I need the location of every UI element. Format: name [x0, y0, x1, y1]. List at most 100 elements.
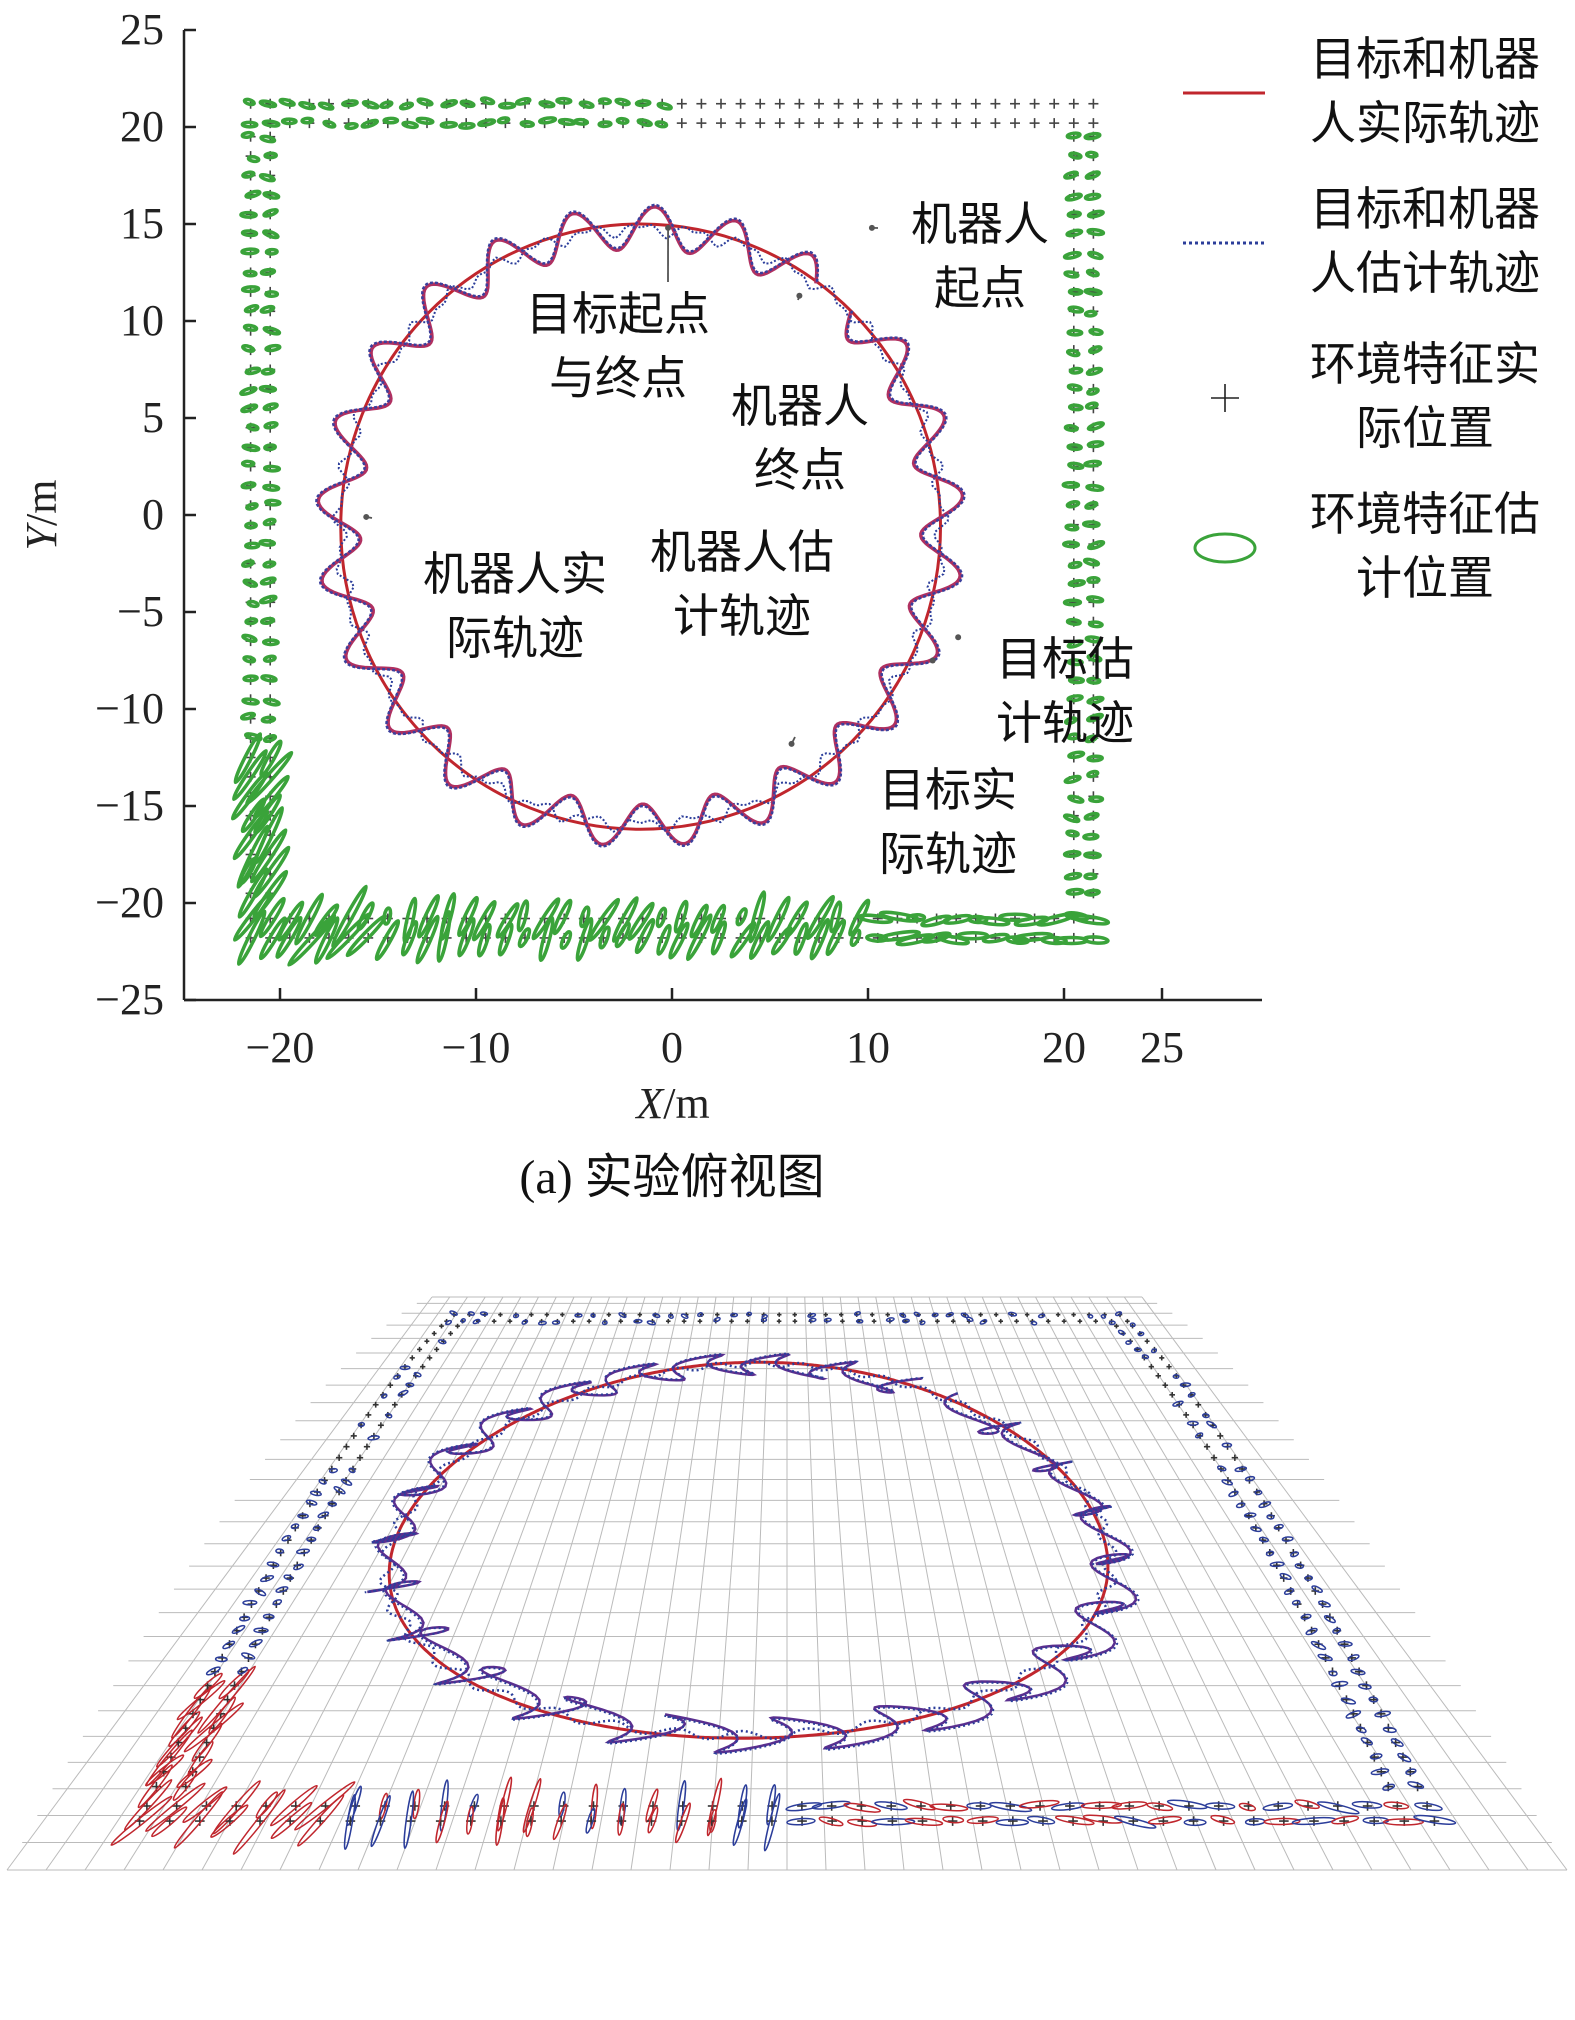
grid-line — [946, 1296, 1139, 1871]
landmark-estimate-ellipse — [1084, 635, 1104, 644]
landmark-estimate-ellipse — [1085, 712, 1105, 723]
grid-line — [84, 1296, 468, 1871]
landmark-estimate-ellipse — [1269, 1561, 1285, 1568]
landmark-estimate-ellipse — [241, 344, 256, 353]
landmark-estimate-ellipse — [467, 1311, 476, 1316]
landmark-estimate-ellipse — [205, 1666, 221, 1676]
landmark-estimate-ellipse — [479, 1311, 489, 1317]
landmark-estimate-ellipse — [173, 1791, 224, 1849]
landmark-estimate-ellipse — [538, 915, 555, 963]
grid-line — [822, 1296, 866, 1871]
x-tick-label: −20 — [246, 1023, 315, 1072]
landmark-estimate-ellipse — [361, 100, 380, 110]
x-tick-label: 0 — [661, 1023, 683, 1072]
landmark-estimate-ellipse — [1067, 461, 1085, 471]
landmark-estimate-ellipse — [259, 304, 276, 314]
landmark-estimate-ellipse — [765, 895, 791, 943]
landmark-estimate-ellipse — [145, 1729, 193, 1787]
landmark-estimate-ellipses — [230, 96, 1111, 967]
landmark-estimate-ellipse — [1053, 935, 1089, 946]
landmark-estimate-ellipse — [344, 122, 359, 131]
perspective-trajectories — [364, 1352, 1140, 1755]
landmark-estimate-ellipse — [1147, 1815, 1183, 1825]
landmark-estimate-ellipse — [966, 1816, 999, 1825]
grid-line — [318, 1296, 575, 1871]
landmark-estimate-ellipse — [1360, 1737, 1373, 1746]
landmark-estimate-ellipse — [382, 116, 400, 125]
target-estimated-trajectory — [332, 223, 950, 833]
landmark-estimate-ellipse — [555, 96, 573, 105]
landmark-estimate-ellipse — [634, 99, 652, 108]
landmark-estimate-ellipse — [1061, 481, 1081, 489]
grid-line — [981, 1296, 1217, 1871]
landmark-estimate-ellipse — [415, 914, 440, 965]
landmark-estimate-ellipse — [240, 229, 259, 238]
landmark-estimate-ellipse — [1137, 1331, 1145, 1337]
landmark-estimate-ellipse — [496, 116, 511, 125]
landmark-estimate-ellipse — [633, 1318, 643, 1324]
landmark-estimate-ellipse — [244, 732, 263, 742]
landmark-estimate-ellipse — [1368, 1696, 1379, 1703]
landmark-estimate-ellipse — [275, 915, 303, 959]
landmark-estimate-ellipse — [370, 1794, 391, 1848]
landmark-estimate-ellipse — [557, 117, 577, 127]
panel-a-caption: (a) 实验俯视图 — [519, 1151, 824, 1204]
landmark-estimate-ellipse — [874, 1801, 908, 1811]
grid-line — [893, 1296, 1022, 1871]
landmark-estimate-ellipse — [735, 907, 748, 927]
annotation-arrowhead — [788, 740, 795, 747]
landmark-estimate-ellipse — [1030, 1320, 1038, 1326]
landmark-estimate-ellipse — [857, 913, 894, 925]
landmark-estimate-ellipse — [552, 898, 573, 936]
landmark-estimate-ellipse — [1347, 1654, 1360, 1662]
landmark-estimate-ellipse — [479, 96, 496, 106]
landmark-estimate-ellipse — [262, 402, 279, 412]
landmark-estimate-ellipse — [519, 119, 535, 128]
landmark-estimate-ellipse — [242, 269, 258, 278]
landmark-estimate-ellipse — [1235, 1502, 1246, 1509]
landmark-estimate-ellipse — [587, 897, 621, 942]
landmark-estimate-ellipse — [1350, 1668, 1366, 1676]
landmark-estimate-ellipse — [645, 1788, 659, 1823]
landmark-estimate-ellipse — [1316, 1801, 1360, 1815]
landmark-estimate-ellipse — [259, 134, 277, 144]
landmark-estimate-ellipse — [253, 793, 283, 835]
grid-line — [1052, 1296, 1373, 1871]
landmark-estimate-ellipse — [1067, 750, 1086, 760]
landmark-estimate-ellipse — [598, 925, 611, 950]
landmark-estimate-ellipse — [1088, 795, 1105, 804]
grid-line — [928, 1296, 1100, 1871]
landmark-estimate-ellipse — [1065, 131, 1082, 140]
landmark-estimate-ellipse — [298, 101, 316, 111]
grid-line — [201, 1296, 522, 1871]
landmark-estimate-ellipse — [259, 616, 276, 626]
landmark-estimate-ellipse — [471, 899, 497, 942]
landmark-estimate-ellipse — [241, 633, 258, 643]
landmark-estimate-ellipse — [1243, 1512, 1257, 1518]
landmark-estimate-ellipse — [1035, 912, 1076, 927]
landmark-estimate-ellipse — [1228, 1490, 1239, 1498]
landmark-estimate-ellipse — [656, 101, 673, 111]
landmark-estimate-ellipse — [1054, 1815, 1095, 1826]
landmark-estimate-ellipse — [297, 1513, 309, 1519]
landmark-estimate-ellipse — [176, 1679, 226, 1721]
landmark-estimate-ellipse — [240, 459, 256, 468]
landmark-estimate-ellipse — [193, 1672, 223, 1700]
landmark-estimate-ellipse — [1082, 832, 1100, 841]
landmark-estimate-ellipse — [685, 913, 713, 962]
landmark-estimate-ellipse — [222, 1640, 236, 1650]
annotation-label: 与终点 — [549, 351, 687, 405]
grid-line — [1141, 1296, 1568, 1871]
landmark-estimate-ellipse — [1087, 250, 1104, 261]
landmark-estimate-ellipse — [280, 117, 298, 126]
landmark-estimate-ellipse — [1310, 1640, 1327, 1651]
landmark-estimate-ellipse — [341, 99, 359, 108]
landmark-estimate-ellipse — [241, 697, 260, 706]
landmark-estimate-ellipse — [1062, 849, 1082, 858]
landmark-estimate-ellipse — [786, 1817, 816, 1826]
landmark-estimate-ellipse — [1086, 676, 1102, 685]
landmark-estimate-ellipse — [654, 120, 669, 129]
landmark-estimate-ellipse — [579, 905, 591, 929]
landmark-estimate-ellipse — [233, 732, 263, 785]
landmark-estimate-ellipse — [1068, 366, 1084, 375]
